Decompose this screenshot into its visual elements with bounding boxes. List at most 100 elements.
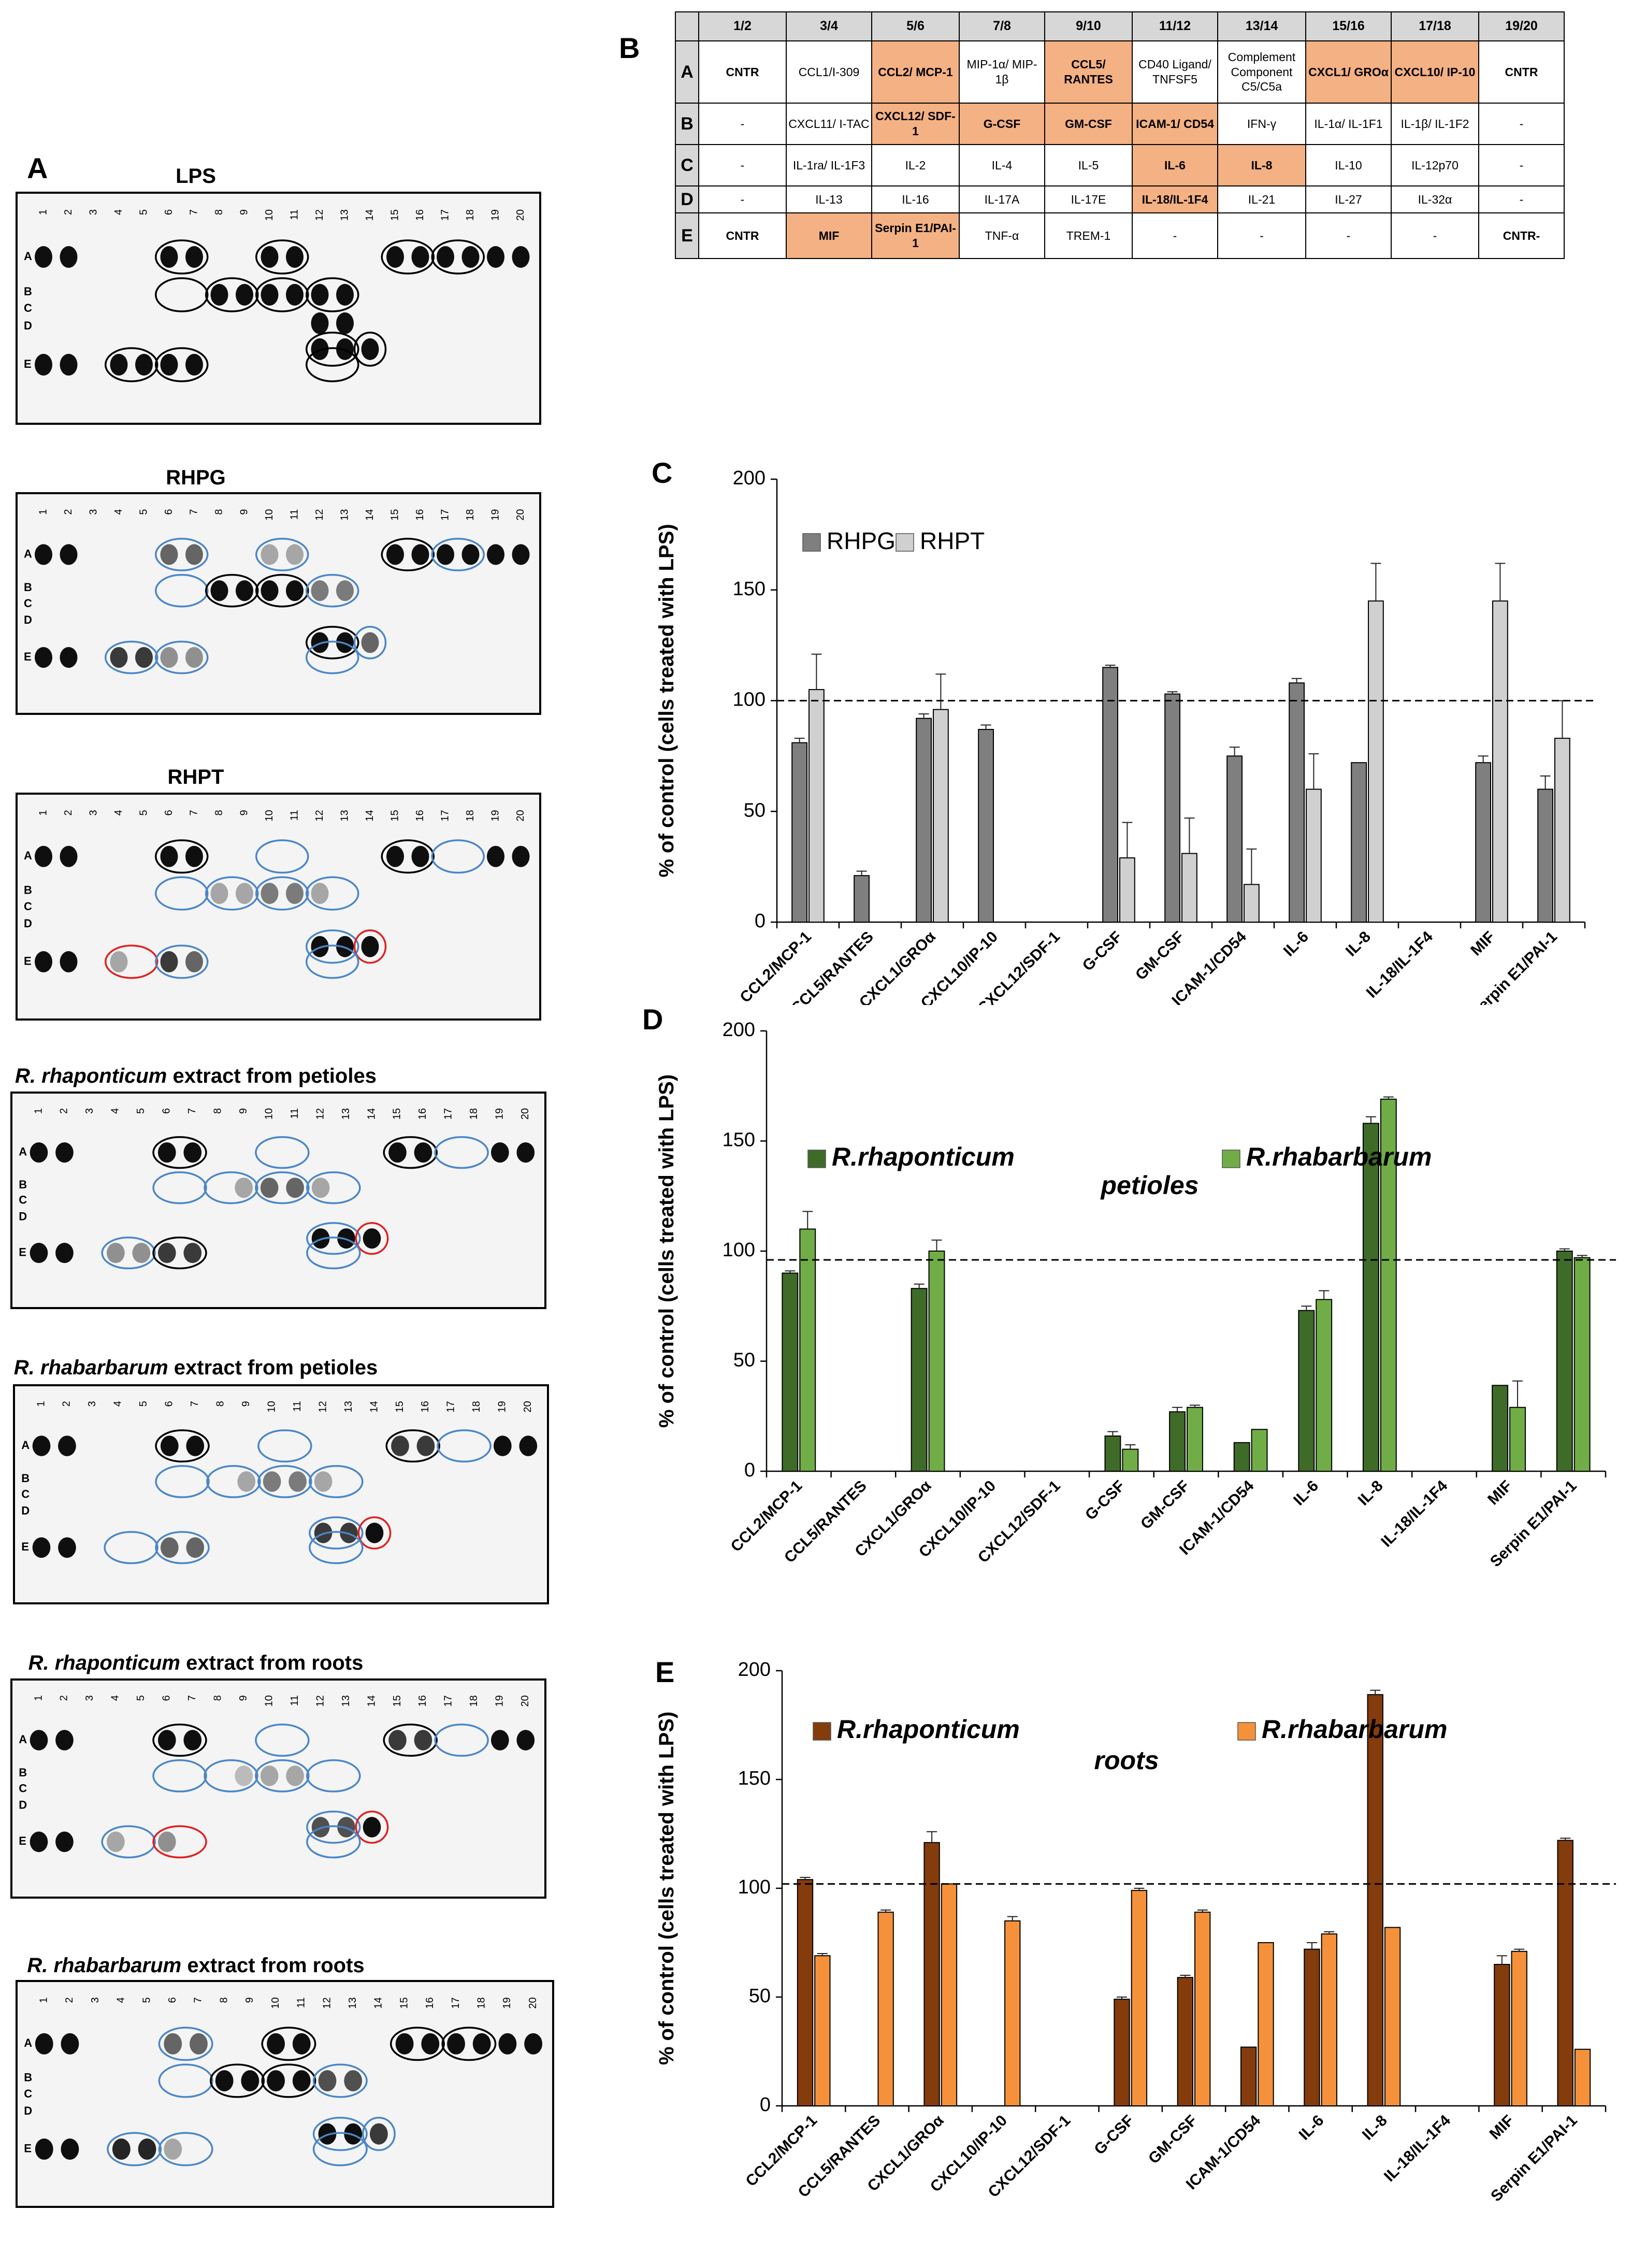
- legend-label: R.rhaponticum: [832, 1142, 1015, 1171]
- blot-circle-marker: [152, 1825, 207, 1859]
- blot-column-number: 9: [238, 810, 250, 815]
- legend-label: RHPT: [920, 527, 985, 554]
- blot-circle-marker: [261, 2027, 316, 2061]
- blot-title: R. rhaponticum extract from roots: [0, 1652, 403, 1675]
- blot-column-number: 17: [439, 810, 451, 821]
- table-cell: CXCL1/ GROα: [1305, 40, 1392, 104]
- blot-spot: [186, 1537, 205, 1558]
- blot-title-text: RHPG: [166, 466, 226, 489]
- blot-circle-marker: [205, 876, 259, 911]
- blot-spot: [160, 845, 178, 867]
- blot-spot: [361, 632, 379, 653]
- blot-circle-marker: [309, 1531, 364, 1564]
- table-cell: IL-27: [1305, 185, 1392, 213]
- blot-spot: [519, 1436, 538, 1456]
- blot-spot: [157, 1730, 176, 1750]
- blot-circle-marker: [105, 640, 158, 674]
- blot-column-number: 18: [465, 209, 476, 221]
- panel-letter-b: B: [619, 32, 640, 64]
- table-cell: IL-1β/ IL-1F2: [1391, 103, 1479, 145]
- blot-column-number: 7: [186, 1695, 198, 1701]
- blot-spot: [292, 2033, 311, 2055]
- blot-column-number: 4: [113, 810, 124, 815]
- blot-column-number: 10: [264, 209, 275, 221]
- bar-rrhabarbarum: [928, 1251, 945, 1472]
- table-cell: MIP-1α/ MIP-1β: [959, 40, 1045, 104]
- table-row-label: C: [675, 144, 699, 186]
- blot-column-number: 1: [38, 1997, 50, 2003]
- table-cell: -: [1478, 103, 1565, 145]
- blot-column-number: 12: [314, 509, 325, 521]
- blot-spot: [336, 580, 354, 601]
- blot-circle-marker: [306, 944, 359, 979]
- chart-subtitle: roots: [1094, 1746, 1159, 1775]
- table-header-cell: 13/14: [1217, 11, 1306, 41]
- table-cell: IL-16: [871, 185, 960, 213]
- blot-row-letter: E: [19, 1245, 26, 1258]
- blot-image: 1 2 3 4 5 6 7 8 9 10 11 12 13 14 15 16 17 18 19 20 A B C D E: [10, 1678, 546, 1899]
- blot-spot: [498, 2033, 517, 2055]
- table-header-cell: 15/16: [1305, 11, 1392, 41]
- blot-column-number: 13: [340, 1108, 352, 1119]
- table-cell: IL-10: [1305, 144, 1392, 186]
- blot-spot: [286, 284, 304, 306]
- blot-spot: [490, 1730, 509, 1750]
- blot-circle-marker: [381, 538, 435, 571]
- table-header-cell: 19/20: [1478, 11, 1565, 41]
- panel-letter-c: C: [652, 456, 673, 489]
- blot-circle-marker: [306, 277, 359, 312]
- blot-column-number: 11: [288, 509, 300, 520]
- blot-spot: [235, 1765, 253, 1786]
- x-tick-label: IL-6: [1296, 2112, 1327, 2144]
- blot-column-number: 6: [163, 509, 175, 515]
- blot-spot: [157, 1831, 176, 1853]
- blot-circle-marker: [309, 1465, 364, 1498]
- bar-rrhaponticum: [1362, 1123, 1379, 1472]
- blot-circle-marker: [309, 1516, 364, 1549]
- blot-column-number: 11: [288, 209, 300, 220]
- blot-circle-marker: [306, 573, 359, 608]
- blot-column-number: 6: [163, 209, 175, 215]
- table-cell: IL-1ra/ IL-1F3: [786, 144, 872, 186]
- blot-column-number: 17: [443, 1695, 454, 1706]
- blot-title-species: R. rhabarbarum: [27, 1954, 182, 1977]
- legend-swatch: [1222, 1150, 1240, 1168]
- blot-circle-marker: [306, 1222, 361, 1255]
- blot-column-number: 14: [364, 509, 376, 521]
- blot-circle-marker: [152, 1237, 207, 1270]
- table-cell: CCL2/ MCP-1: [871, 40, 960, 104]
- table-cell: IFN-γ: [1217, 103, 1306, 145]
- blot-spot: [61, 2033, 79, 2055]
- blot-column-number: 4: [110, 1108, 121, 1114]
- blot-spot: [336, 936, 354, 957]
- blot-spot: [461, 246, 480, 268]
- bar-rrhabarbarum: [1004, 1920, 1021, 2106]
- blot-title-species: R. rhaponticum: [28, 1652, 180, 1674]
- blot-column-number: 14: [366, 1695, 377, 1706]
- blot-column-number: 16: [424, 1997, 436, 2008]
- blot-circle-marker: [306, 1171, 361, 1204]
- table-row: E CNTR MIF Serpin E1/PAI-1 TNF-α TREM-1- - - - CN…: [675, 212, 1565, 259]
- bar-rrhabarbarum: [1574, 2048, 1591, 2106]
- blot-spot: [516, 1142, 535, 1163]
- blot-spot: [110, 354, 128, 376]
- blot-spot: [261, 544, 279, 565]
- blot-spot: [60, 845, 78, 867]
- blot-row-letter: D: [24, 917, 32, 930]
- legend-label: RHPG: [827, 527, 896, 554]
- bar-rrhaponticum: [911, 1288, 928, 1472]
- bar-rrhabarbarum: [1321, 1933, 1337, 2106]
- blot-row-letter: D: [24, 613, 32, 626]
- table-cell: CXCL10/ IP-10: [1391, 40, 1479, 104]
- blot-spot: [416, 1436, 435, 1456]
- blot-row-letter: B: [24, 285, 32, 298]
- blot-column-number: 12: [314, 1108, 326, 1119]
- table-row-label: B: [675, 103, 699, 145]
- bar-rrhaponticum: [1556, 1251, 1573, 1472]
- blot-spot: [183, 1142, 202, 1163]
- bar-rrhaponticum: [1304, 1948, 1320, 2106]
- blot-column-number: 4: [112, 1401, 124, 1406]
- blot-spot: [30, 1831, 48, 1853]
- blot-column-number: 20: [515, 810, 526, 821]
